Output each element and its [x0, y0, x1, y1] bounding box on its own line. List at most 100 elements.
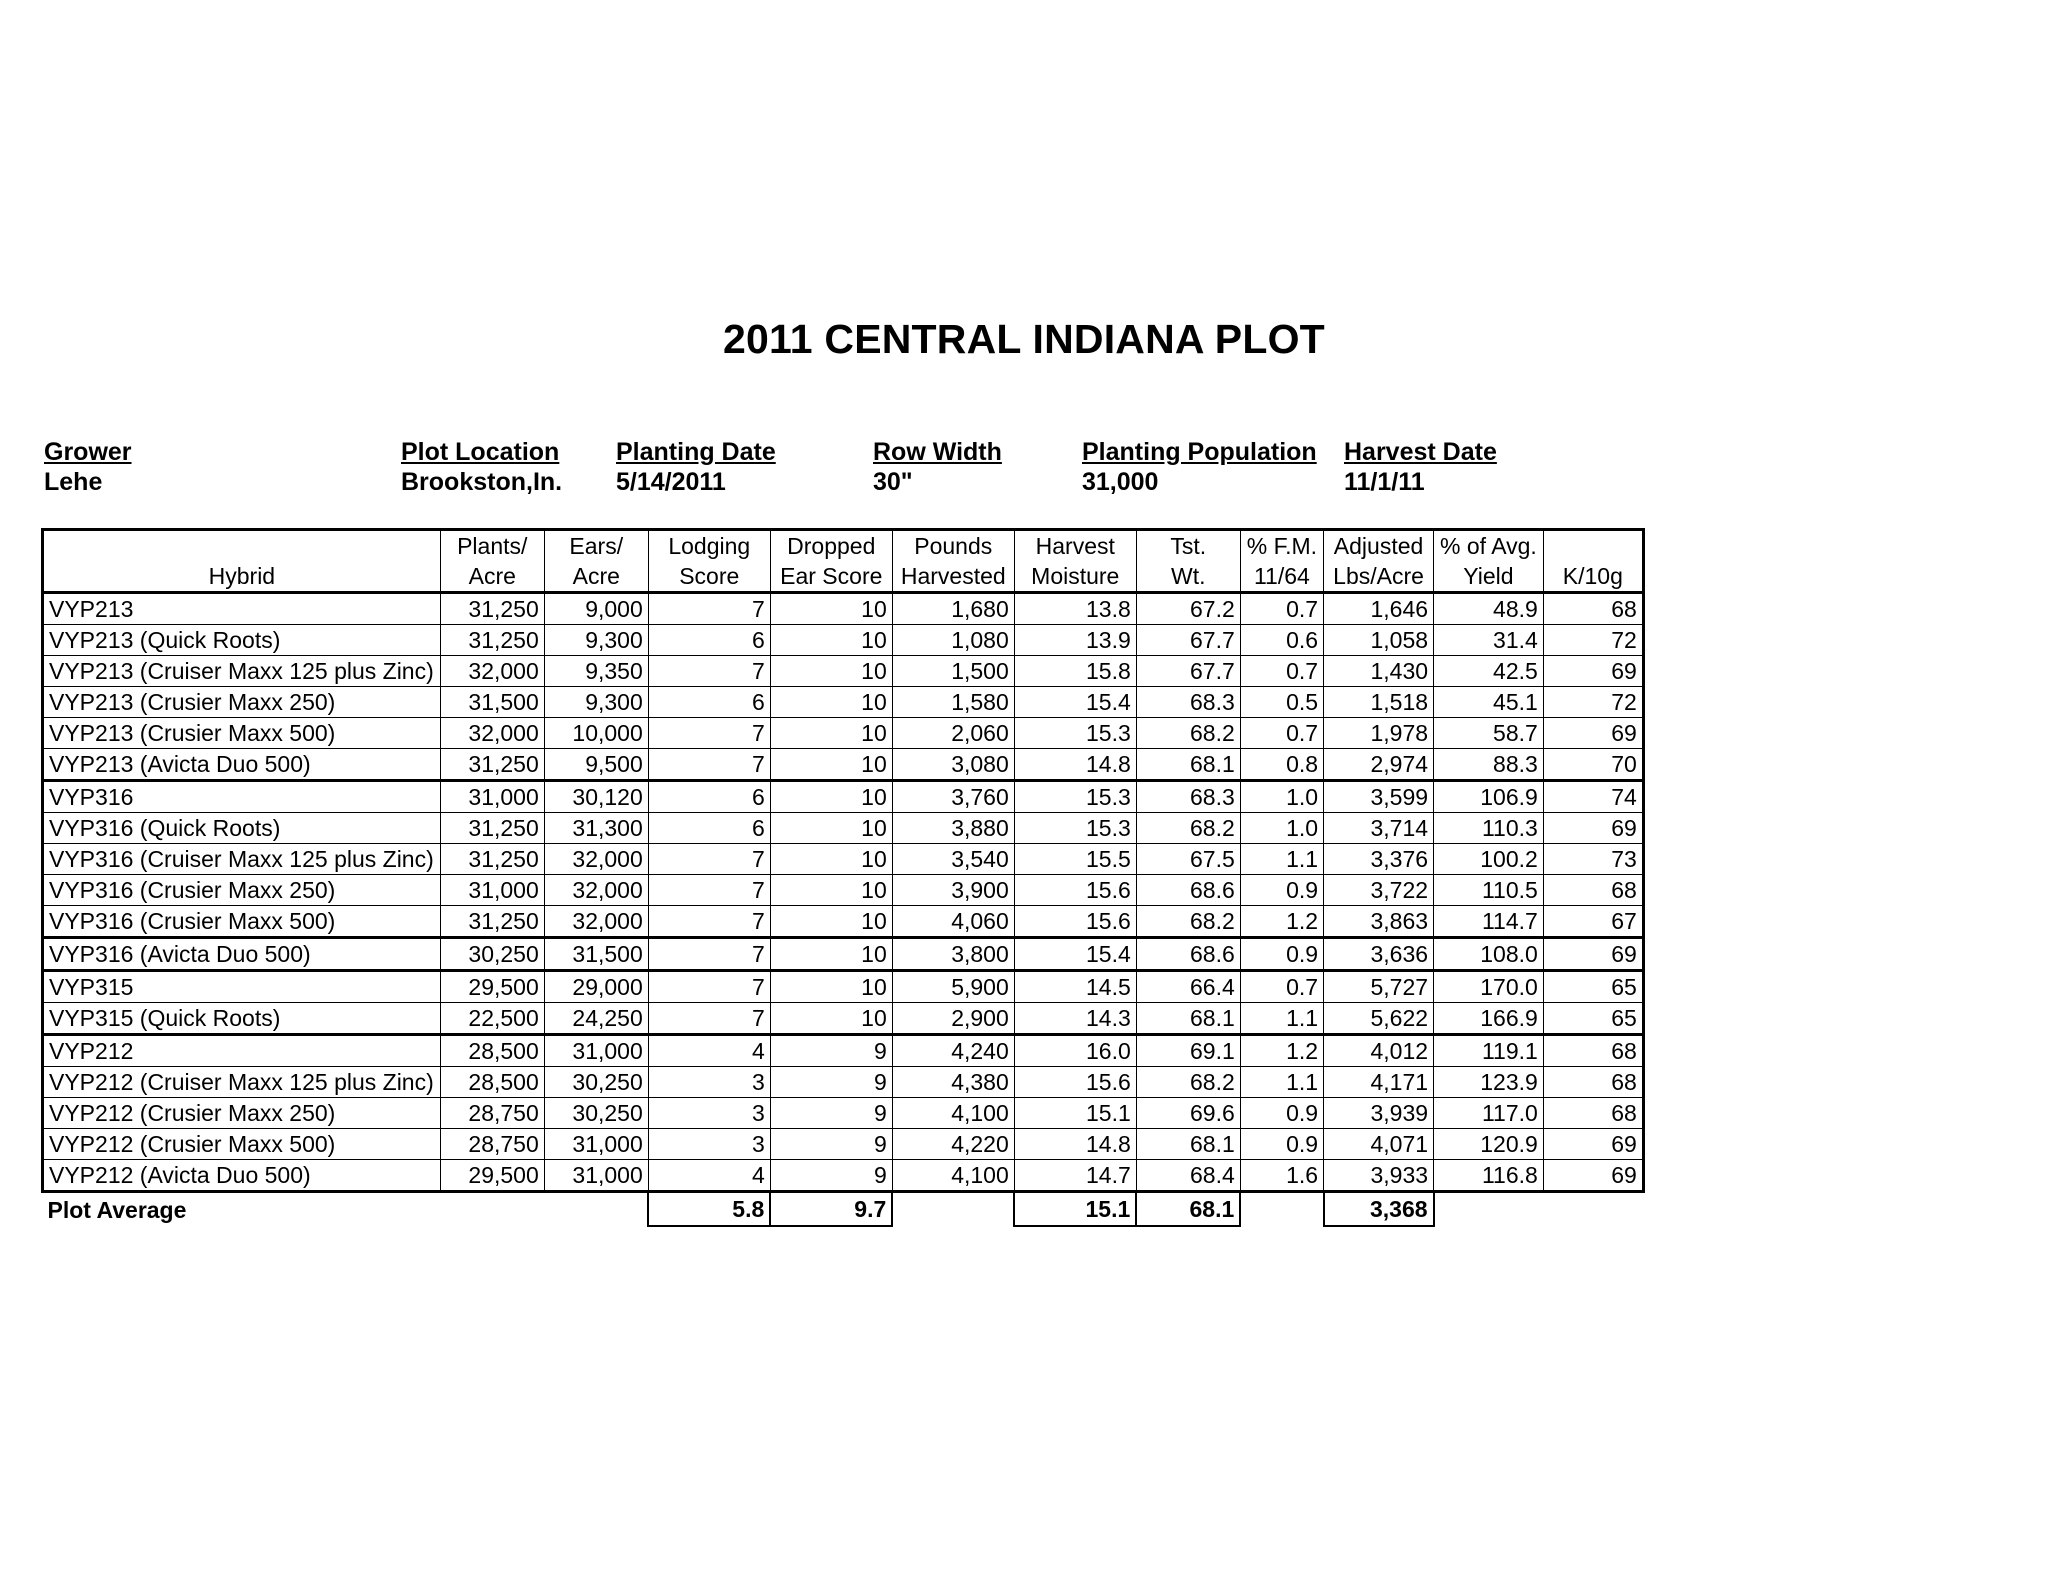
header-pounds-top: Pounds	[891, 528, 1015, 561]
cell-ears-per-acre: 31,000	[543, 1034, 649, 1067]
cell-adjusted-lbs-per-acre: 3,939	[1323, 1097, 1435, 1129]
cell-dropped-ear-score: 10	[769, 592, 893, 625]
meta-field-plot-location: Plot Location Brookston,In.	[401, 437, 562, 497]
header-lodging-top: Lodging	[647, 528, 771, 561]
table-row: VYP316 (Avicta Duo 500) 30,250 31,500 7 10 3,…	[41, 937, 1645, 972]
cell-plants-per-acre: 31,250	[439, 624, 545, 656]
cell-pounds-harvested: 4,240	[891, 1034, 1015, 1067]
cell-hybrid-name: VYP315 (Quick Roots)	[41, 1002, 441, 1036]
cell-percent-avg-yield: 48.9	[1433, 592, 1544, 625]
plot-results-table: Plants/ Ears/ Lodging Dropped Pounds Har…	[41, 528, 1645, 1227]
cell-percent-avg-yield: 108.0	[1433, 937, 1544, 972]
cell-percent-fm: 1.2	[1239, 905, 1325, 939]
cell-hybrid-name: VYP212 (Crusier Maxx 250)	[41, 1097, 441, 1129]
cell-percent-avg-yield: 119.1	[1433, 1034, 1544, 1067]
meta-label-planting-population: Planting Population	[1082, 438, 1317, 466]
plot-average-row: Plot Average 5.8 9.7 15.1 68.1 3,368	[42, 1190, 1644, 1227]
cell-percent-fm: 0.9	[1239, 937, 1325, 972]
cell-ears-per-acre: 30,250	[543, 1097, 649, 1129]
cell-avg-harvest-moisture: 15.1	[1013, 1190, 1138, 1227]
cell-pounds-harvested: 3,880	[891, 812, 1015, 844]
meta-value-grower: Lehe	[44, 468, 103, 496]
cell-k-per-10g: 68	[1542, 1066, 1645, 1098]
cell-k-per-10g: 72	[1542, 624, 1645, 656]
cell-test-weight: 67.5	[1135, 843, 1241, 875]
cell-pounds-harvested: 1,680	[891, 592, 1015, 625]
header-ears-acre-top: Ears/	[543, 528, 649, 561]
cell-plants-per-acre: 31,000	[439, 780, 545, 813]
cell-harvest-moisture: 15.1	[1013, 1097, 1137, 1129]
cell-avg-pounds-harvested	[892, 1191, 1015, 1226]
cell-percent-fm: 1.1	[1239, 1066, 1325, 1098]
cell-dropped-ear-score: 10	[769, 970, 893, 1003]
cell-percent-avg-yield: 31.4	[1433, 624, 1544, 656]
header-k10g: K/10g	[1542, 561, 1645, 594]
table-row: VYP213 (Quick Roots) 31,250 9,300 6 10 1,080 1…	[41, 624, 1645, 656]
cell-dropped-ear-score: 10	[769, 655, 893, 687]
cell-harvest-moisture: 16.0	[1013, 1034, 1137, 1067]
cell-plants-per-acre: 31,250	[439, 592, 545, 625]
table-row: VYP316 (Crusier Maxx 500) 31,250 32,000 7 10…	[41, 905, 1645, 939]
cell-lodging-score: 7	[647, 717, 771, 749]
cell-test-weight: 68.6	[1135, 937, 1241, 972]
cell-hybrid-name: VYP213 (Crusier Maxx 500)	[41, 717, 441, 749]
cell-avg-lodging-score: 5.8	[647, 1190, 772, 1227]
header-plants-acre-top: Plants/	[439, 528, 545, 561]
cell-pounds-harvested: 4,100	[891, 1097, 1015, 1129]
table-row: VYP213 (Avicta Duo 500) 31,250 9,500 7 10 3,0…	[41, 748, 1645, 782]
meta-value-harvest-date: 11/1/11	[1344, 468, 1425, 496]
cell-test-weight: 69.6	[1135, 1097, 1241, 1129]
cell-harvest-moisture: 14.3	[1013, 1002, 1137, 1036]
table-header: Plants/ Ears/ Lodging Dropped Pounds Har…	[41, 528, 1645, 594]
cell-harvest-moisture: 14.8	[1013, 1128, 1137, 1160]
cell-hybrid-name: VYP316 (Crusier Maxx 250)	[41, 874, 441, 906]
cell-percent-avg-yield: 114.7	[1433, 905, 1544, 939]
cell-pounds-harvested: 2,900	[891, 1002, 1015, 1036]
header-test-weight: Wt.	[1135, 561, 1241, 594]
cell-plants-per-acre: 31,250	[439, 843, 545, 875]
cell-k-per-10g: 65	[1542, 970, 1645, 1003]
cell-percent-fm: 0.7	[1239, 717, 1325, 749]
cell-harvest-moisture: 14.5	[1013, 970, 1137, 1003]
cell-k-per-10g: 69	[1542, 655, 1645, 687]
header-lodging-score: Score	[647, 561, 771, 594]
cell-harvest-moisture: 14.7	[1013, 1159, 1137, 1193]
cell-adjusted-lbs-per-acre: 3,636	[1323, 937, 1435, 972]
cell-harvest-moisture: 13.8	[1013, 592, 1137, 625]
cell-dropped-ear-score: 9	[769, 1159, 893, 1193]
cell-hybrid-name: VYP315	[41, 970, 441, 1003]
plot-results-table-wrapper: Plants/ Ears/ Lodging Dropped Pounds Har…	[41, 528, 1645, 1227]
cell-k-per-10g: 70	[1542, 748, 1645, 782]
cell-hybrid-name: VYP212 (Crusier Maxx 500)	[41, 1128, 441, 1160]
cell-percent-fm: 1.2	[1239, 1034, 1325, 1067]
cell-test-weight: 69.1	[1135, 1034, 1241, 1067]
cell-lodging-score: 7	[647, 655, 771, 687]
cell-dropped-ear-score: 9	[769, 1034, 893, 1067]
cell-k-per-10g: 68	[1542, 592, 1645, 625]
cell-ears-per-acre: 31,000	[543, 1128, 649, 1160]
cell-plants-per-acre: 31,500	[439, 686, 545, 718]
cell-pounds-harvested: 4,060	[891, 905, 1015, 939]
cell-pounds-harvested: 3,540	[891, 843, 1015, 875]
cell-test-weight: 67.2	[1135, 592, 1241, 625]
cell-adjusted-lbs-per-acre: 2,974	[1323, 748, 1435, 782]
cell-percent-fm: 0.7	[1239, 592, 1325, 625]
cell-avg-plants-per-acre	[440, 1191, 545, 1226]
cell-k-per-10g: 68	[1542, 1034, 1645, 1067]
cell-percent-avg-yield: 110.5	[1433, 874, 1544, 906]
cell-plants-per-acre: 32,000	[439, 655, 545, 687]
cell-pounds-harvested: 3,760	[891, 780, 1015, 813]
cell-test-weight: 68.2	[1135, 812, 1241, 844]
cell-plants-per-acre: 28,500	[439, 1066, 545, 1098]
cell-pounds-harvested: 5,900	[891, 970, 1015, 1003]
meta-field-grower: Grower Lehe	[44, 437, 132, 497]
cell-percent-fm: 1.0	[1239, 780, 1325, 813]
cell-adjusted-lbs-per-acre: 1,058	[1323, 624, 1435, 656]
cell-avg-ears-per-acre	[544, 1191, 649, 1226]
cell-avg-percent-fm	[1240, 1191, 1324, 1226]
cell-test-weight: 68.4	[1135, 1159, 1241, 1193]
cell-percent-fm: 0.9	[1239, 1128, 1325, 1160]
cell-plants-per-acre: 28,500	[439, 1034, 545, 1067]
cell-hybrid-name: VYP316 (Cruiser Maxx 125 plus Zinc)	[41, 843, 441, 875]
cell-pounds-harvested: 2,060	[891, 717, 1015, 749]
